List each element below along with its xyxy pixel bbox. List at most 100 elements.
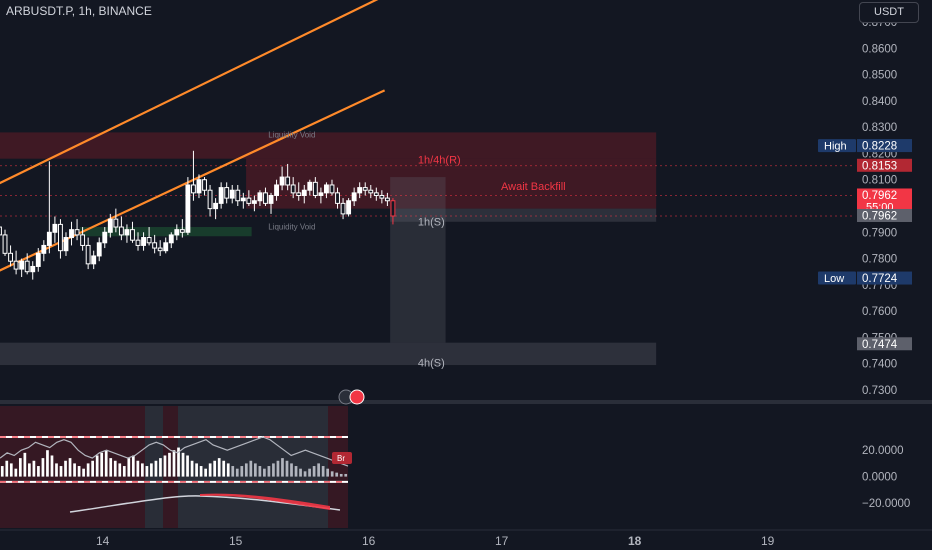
osc-histogram-bar [5,460,9,477]
osc-histogram-bar [104,450,108,477]
currency-button[interactable]: USDT [859,2,919,23]
annotation-2: 1h/4h(R) [418,154,461,166]
candle [379,190,385,204]
candle-body [41,244,47,254]
osc-y-tick-label: 20.0000 [862,445,904,457]
osc-histogram-bar [168,452,171,477]
candle [174,224,180,241]
price-tag-value-5: 0.7474 [862,339,898,351]
osc-histogram-bar [226,463,230,477]
demand-zone [79,227,252,237]
candle-body [146,237,152,244]
candle-body [69,229,74,239]
osc-histogram-bar [222,460,226,477]
price-tag-value-2: 0.7962 [862,190,897,202]
candle-body [8,252,14,262]
candle-body [118,226,124,236]
zone-red-0 [0,132,657,159]
candle [41,240,47,262]
y-tick-label: 0.7800 [862,254,897,266]
candle [52,216,58,243]
candle-body [113,218,119,228]
osc-histogram-bar [299,468,302,477]
candle-body [263,192,268,204]
annotation-1: Liquidity Void [268,223,315,232]
price-tag-value-0: 0.8228 [862,141,897,153]
candle [179,219,185,238]
candle-body [307,181,313,191]
candle-body [196,179,202,194]
osc-histogram-bar [127,458,131,477]
candle-body [163,242,169,252]
osc-histogram-bar [177,447,180,477]
osc-histogram-bar [95,455,99,477]
osc-histogram-bar [272,463,275,477]
candle-body [85,244,91,265]
candle [257,190,263,206]
candle-body [190,184,196,194]
candle-body [318,192,324,196]
price-tag-label-bg-0 [818,139,856,153]
candle-body [152,242,158,249]
osc-histogram-bar [28,463,31,477]
candle-body [35,252,41,267]
x-tick-label: 19 [761,534,775,548]
candle [346,198,352,217]
osc-badge-bg [332,452,352,464]
price-tag-bg-3 [857,208,912,222]
osc-histogram-bar [172,450,176,477]
osc-histogram-bar [281,458,284,477]
candle [335,187,340,209]
candle [218,182,224,209]
candle [135,232,141,251]
candle [80,227,86,251]
osc-histogram-bar [258,466,262,477]
osc-histogram-bar [186,455,189,477]
osc-histogram-bar [23,452,27,477]
candle-body [63,237,69,252]
candle [74,219,80,241]
candle [196,174,202,199]
candle-body [57,223,63,252]
candle [185,177,191,235]
price-tag-label-bg-4 [818,271,856,285]
x-tick-label: 17 [495,534,509,548]
candle [118,216,124,241]
candle [57,219,63,259]
y-tick-label: 0.8400 [862,96,897,108]
candle-body [202,179,207,191]
osc-histogram-bar [303,471,307,477]
price-tag-value-3: 0.7962 [862,210,897,222]
candle-body [274,184,280,196]
annotation-0: Liquidity Void [268,131,315,140]
candle [24,253,30,275]
candle-body [124,229,130,236]
candle [35,248,41,272]
candle [235,184,241,206]
candle-body [0,226,2,236]
osc-histogram-bar [335,472,339,477]
osc-y-tick-label: −20.0000 [862,498,910,510]
candle-body [279,176,285,186]
candle [368,184,374,199]
annotation-3: Await Backfill [501,181,566,193]
osc-histogram-bar [55,463,58,477]
annotation-5: 4h(S) [418,357,445,369]
candle [113,208,119,233]
flag-icon [349,389,365,405]
candle [141,232,147,251]
candle [85,237,91,270]
candle-body [373,192,379,196]
candle-body [168,234,174,244]
candle-body [323,184,329,194]
candle [362,182,368,196]
candle-body [335,192,340,204]
candle [163,237,169,254]
osc-histogram-bar [263,468,266,477]
candle-body [229,189,235,199]
osc-histogram-bar [344,473,348,477]
candle [251,195,257,212]
symbol-title: ARBUSDT.P, 1h, BINANCE [6,4,152,18]
candle-body [46,231,52,246]
